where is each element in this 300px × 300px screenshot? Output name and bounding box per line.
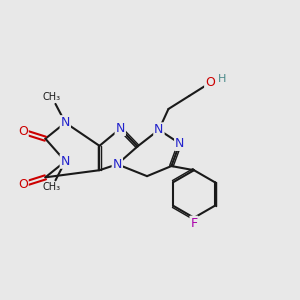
Text: H: H [218, 74, 227, 84]
Text: N: N [154, 123, 164, 136]
Text: O: O [18, 125, 28, 138]
Text: CH₃: CH₃ [43, 182, 61, 192]
Text: F: F [190, 217, 198, 230]
Text: N: N [116, 122, 125, 135]
Text: CH₃: CH₃ [43, 92, 61, 102]
Text: N: N [61, 116, 70, 129]
Text: O: O [18, 178, 28, 191]
Text: N: N [112, 158, 122, 171]
Text: O: O [205, 76, 215, 89]
Text: N: N [61, 155, 70, 168]
Text: N: N [175, 137, 184, 150]
